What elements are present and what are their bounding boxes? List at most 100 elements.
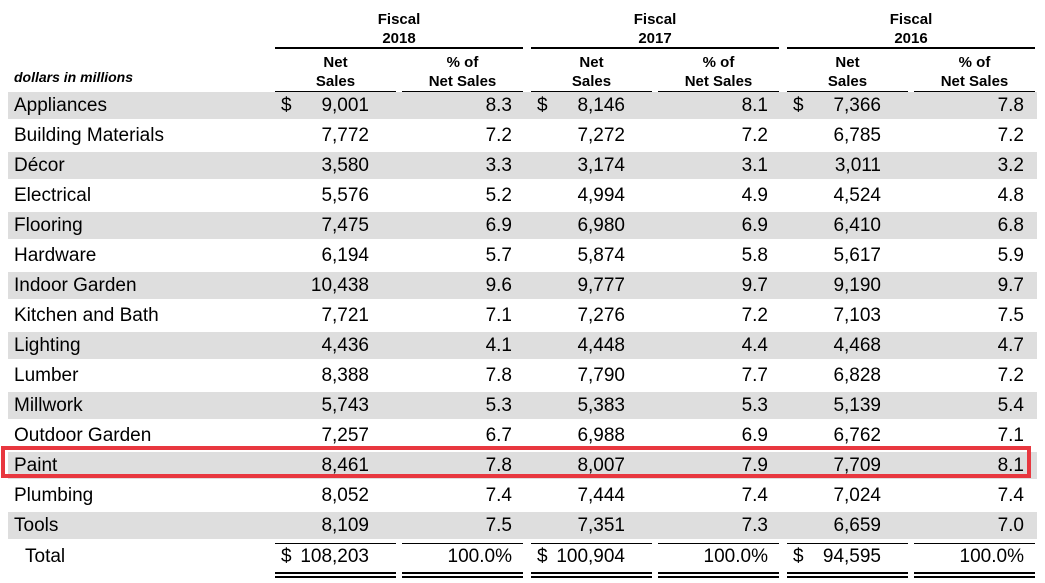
table-row: Lumber 8,388 7.8 7,790 7.7 6,828 7.2 bbox=[8, 362, 1037, 389]
net-sales-value: 9,777 bbox=[577, 275, 625, 296]
total-top-rule bbox=[402, 543, 523, 544]
fiscal-year: 2017 bbox=[638, 30, 672, 47]
percent-value: 4.8 bbox=[997, 185, 1024, 206]
column-header-line: Net bbox=[579, 54, 604, 71]
net-sales-value: 7,475 bbox=[321, 215, 369, 236]
net-sales-value: 7,709 bbox=[833, 455, 881, 476]
net-sales-value: 8,461 bbox=[321, 455, 369, 476]
category-label: Décor bbox=[14, 155, 65, 176]
percent-value: 9.7 bbox=[741, 275, 768, 296]
net-sales-value: 3,580 bbox=[321, 155, 369, 176]
percent-value: 7.4 bbox=[741, 485, 768, 506]
category-label: Lumber bbox=[14, 365, 79, 386]
currency-symbol: $ bbox=[537, 95, 548, 116]
table-row: Kitchen and Bath 7,721 7.1 7,276 7.2 7,103 7.5 bbox=[8, 302, 1037, 329]
column-header-line: % of bbox=[958, 54, 991, 71]
table-row: Lighting 4,436 4.1 4,448 4.4 4,468 4.7 bbox=[8, 332, 1037, 359]
fiscal-label: Fiscal bbox=[377, 11, 421, 28]
fiscal-label: Fiscal bbox=[889, 11, 933, 28]
net-sales-value: 7,351 bbox=[577, 515, 625, 536]
net-sales-value: 5,139 bbox=[833, 395, 881, 416]
percent-value: 7.2 bbox=[997, 125, 1024, 146]
net-sales-value: 7,790 bbox=[577, 365, 625, 386]
table-row: Hardware 6,194 5.7 5,874 5.8 5,617 5.9 bbox=[8, 242, 1037, 269]
net-sales-column-header: Net Sales bbox=[531, 53, 652, 91]
net-sales-value: 7,272 bbox=[577, 125, 625, 146]
table-row: Indoor Garden 10,438 9.6 9,777 9.7 9,190 9.7 bbox=[8, 272, 1037, 299]
net-sales-value: 7,721 bbox=[321, 305, 369, 326]
percent-value: 8.3 bbox=[485, 95, 512, 116]
column-header-line: Sales bbox=[315, 73, 356, 90]
category-label: Tools bbox=[14, 515, 59, 536]
net-sales-value: 10,438 bbox=[310, 275, 369, 296]
column-header-line: Net Sales bbox=[684, 73, 753, 90]
currency-symbol: $ bbox=[281, 546, 292, 567]
percent-value: 7.0 bbox=[997, 515, 1024, 536]
net-sales-value: 5,383 bbox=[577, 395, 625, 416]
net-sales-value: 6,410 bbox=[833, 215, 881, 236]
net-sales-value: 8,052 bbox=[321, 485, 369, 506]
percent-value: 7.1 bbox=[997, 425, 1024, 446]
total-top-rule bbox=[787, 543, 908, 544]
net-sales-value: 7,366 bbox=[833, 95, 881, 116]
percent-value: 4.7 bbox=[997, 335, 1024, 356]
percent-value: 7.2 bbox=[741, 305, 768, 326]
percent-value: 6.8 bbox=[997, 215, 1024, 236]
total-top-rule bbox=[658, 543, 779, 544]
total-row: Total $108,203 100.0% $100,904 100.0% $94,595… bbox=[8, 543, 1037, 570]
table-row: Tools 8,109 7.5 7,351 7.3 6,659 7.0 bbox=[8, 512, 1037, 539]
net-sales-column-header: Net Sales bbox=[787, 53, 908, 91]
currency-symbol: $ bbox=[793, 546, 804, 567]
net-sales-value: 8,388 bbox=[321, 365, 369, 386]
total-net-sales: 108,203 bbox=[300, 546, 369, 567]
category-label: Appliances bbox=[14, 95, 107, 116]
table-row: Building Materials 7,772 7.2 7,272 7.2 6,785 7… bbox=[8, 122, 1037, 149]
fiscal-year-header: Fiscal 2016 bbox=[787, 10, 1035, 48]
header-rule bbox=[531, 47, 779, 49]
percent-value: 9.6 bbox=[485, 275, 512, 296]
percent-value: 7.8 bbox=[997, 95, 1024, 116]
percent-value: 7.2 bbox=[485, 125, 512, 146]
net-sales-value: 4,524 bbox=[833, 185, 881, 206]
category-label: Millwork bbox=[14, 395, 83, 416]
double-underline bbox=[402, 572, 523, 578]
net-sales-value: 7,276 bbox=[577, 305, 625, 326]
net-sales-value: 4,436 bbox=[321, 335, 369, 356]
percent-value: 6.9 bbox=[741, 425, 768, 446]
percent-value: 3.3 bbox=[485, 155, 512, 176]
double-underline bbox=[658, 572, 779, 578]
total-top-rule bbox=[914, 543, 1035, 544]
net-sales-value: 4,468 bbox=[833, 335, 881, 356]
table-row: Décor 3,580 3.3 3,174 3.1 3,011 3.2 bbox=[8, 152, 1037, 179]
category-label: Flooring bbox=[14, 215, 83, 236]
net-sales-value: 5,617 bbox=[833, 245, 881, 266]
category-label: Indoor Garden bbox=[14, 275, 137, 296]
net-sales-value: 7,772 bbox=[321, 125, 369, 146]
total-top-rule bbox=[531, 543, 652, 544]
percent-value: 4.4 bbox=[741, 335, 768, 356]
net-sales-value: 7,444 bbox=[577, 485, 625, 506]
percent-column-header: % of Net Sales bbox=[402, 53, 523, 91]
category-label: Outdoor Garden bbox=[14, 425, 152, 446]
net-sales-value: 4,994 bbox=[577, 185, 625, 206]
percent-value: 7.4 bbox=[485, 485, 512, 506]
row-highlight-box bbox=[1, 446, 1031, 478]
percent-value: 7.3 bbox=[741, 515, 768, 536]
net-sales-value: 6,194 bbox=[321, 245, 369, 266]
percent-value: 5.3 bbox=[741, 395, 768, 416]
total-net-sales: 94,595 bbox=[822, 546, 881, 567]
net-sales-value: 7,103 bbox=[833, 305, 881, 326]
currency-symbol: $ bbox=[537, 546, 548, 567]
table-row: Outdoor Garden 7,257 6.7 6,988 6.9 6,762 7.1 bbox=[8, 422, 1037, 449]
net-sales-value: 6,762 bbox=[833, 425, 881, 446]
total-percent: 100.0% bbox=[447, 546, 512, 567]
net-sales-value: 8,007 bbox=[577, 455, 625, 476]
table-row: Appliances $9,001 8.3 $8,146 8.1 $7,366 7.8 bbox=[8, 92, 1037, 119]
column-header-line: Net Sales bbox=[428, 73, 497, 90]
net-sales-value: 6,659 bbox=[833, 515, 881, 536]
column-header-line: % of bbox=[446, 54, 479, 71]
fiscal-year-header: Fiscal 2017 bbox=[531, 10, 779, 48]
header-rule bbox=[275, 47, 523, 49]
table-row: Millwork 5,743 5.3 5,383 5.3 5,139 5.4 bbox=[8, 392, 1037, 419]
